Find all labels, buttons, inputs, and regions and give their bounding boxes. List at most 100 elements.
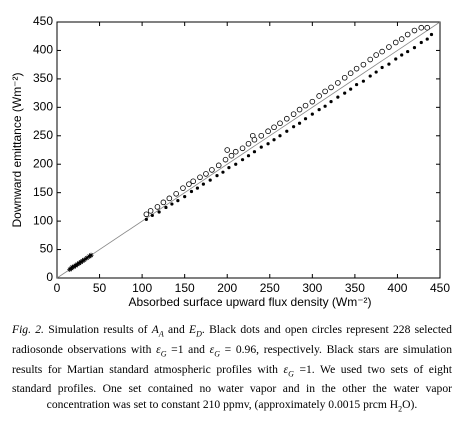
y-tick-label: 150 <box>33 185 53 199</box>
dot <box>394 57 398 61</box>
open-circle <box>245 140 252 147</box>
dot <box>157 210 161 214</box>
caption-text: G <box>214 349 220 359</box>
y-tick-label: 50 <box>40 242 54 256</box>
caption: Fig. 2. Simulation results of AA and ED.… <box>12 322 452 417</box>
open-circle <box>143 211 150 218</box>
dot <box>400 53 404 57</box>
x-tick-label: 200 <box>217 281 237 295</box>
dot <box>429 32 434 37</box>
open-circle <box>386 44 392 50</box>
dot <box>195 186 200 190</box>
open-circle <box>404 31 411 38</box>
y-tick-label: 300 <box>33 100 53 114</box>
open-circle <box>283 115 290 122</box>
caption-text: and <box>163 323 190 336</box>
reference-line <box>56 21 441 279</box>
caption-text: =1 and <box>166 342 210 356</box>
open-circle <box>232 148 239 155</box>
x-tick-label: 250 <box>260 281 280 295</box>
x-tick-label: 0 <box>54 281 61 295</box>
open-circle <box>296 106 303 113</box>
dot <box>176 199 180 203</box>
open-circle <box>166 195 173 202</box>
dot <box>354 82 359 87</box>
dot <box>425 37 429 41</box>
dot <box>329 100 333 104</box>
open-circle <box>353 65 360 72</box>
open-circle <box>309 98 316 105</box>
open-circle <box>367 56 374 63</box>
dot <box>278 134 282 138</box>
x-axis-title: Absorbed surface upward flux density (Wm… <box>128 295 371 309</box>
dot <box>221 170 225 174</box>
caption-text: ε <box>156 342 161 356</box>
dot <box>317 108 321 112</box>
y-tick-label: 200 <box>33 156 53 170</box>
x-tick-label: 150 <box>175 281 195 295</box>
caption-text: G <box>160 349 167 359</box>
open-circle <box>228 152 235 159</box>
open-circle <box>418 24 425 31</box>
open-circle <box>290 111 297 117</box>
caption-text: ε <box>209 342 215 356</box>
dot <box>164 205 168 210</box>
caption-text: = 0.96, respectively. Black stars are si… <box>12 342 452 376</box>
open-circle <box>190 178 196 185</box>
dot <box>144 217 148 222</box>
dot <box>310 112 314 116</box>
caption-text: . Black dots and open circles represent … <box>12 323 452 356</box>
dot <box>266 142 270 146</box>
dot <box>170 202 174 206</box>
open-circle <box>322 88 328 95</box>
caption-text: 2 <box>398 404 403 414</box>
open-circle <box>347 70 354 76</box>
open-circle <box>209 167 215 173</box>
dot <box>240 158 245 162</box>
dot <box>227 166 231 170</box>
open-circle <box>411 27 418 34</box>
dot <box>215 174 219 178</box>
dot <box>272 138 276 142</box>
star <box>81 257 87 263</box>
x-tick-label: 100 <box>132 281 152 295</box>
caption-text: A <box>151 323 159 336</box>
open-circle <box>180 185 186 191</box>
dot <box>374 70 378 74</box>
dot <box>292 125 296 129</box>
open-circle <box>215 162 222 169</box>
y-tick-label: 100 <box>33 213 53 227</box>
y-tick-label: 350 <box>33 71 53 85</box>
open-circle <box>373 52 379 58</box>
caption-text: G <box>288 368 294 378</box>
dot <box>208 178 212 182</box>
caption-text: O). <box>402 397 418 411</box>
open-circle <box>239 145 246 152</box>
open-circle <box>328 84 334 91</box>
y-tick-label: 400 <box>33 43 53 57</box>
caption-text: Simulation results of <box>43 323 152 336</box>
x-tick-label: 300 <box>302 281 322 295</box>
open-circle <box>147 208 154 214</box>
y-tick-label: 450 <box>33 14 53 28</box>
dot <box>368 74 372 78</box>
dot <box>303 117 308 121</box>
dot <box>406 49 410 54</box>
open-circle <box>341 74 348 81</box>
star <box>84 255 90 261</box>
dot <box>412 46 417 50</box>
open-circle <box>316 93 322 99</box>
open-circle <box>258 132 265 139</box>
dot <box>234 162 238 166</box>
dot <box>183 195 187 199</box>
open-circle <box>277 120 283 127</box>
open-circle <box>197 174 203 181</box>
open-circle <box>160 199 167 206</box>
dot <box>380 65 384 70</box>
dot <box>201 182 205 186</box>
star <box>69 264 75 270</box>
chart: Absorbed surface upward flux density (Wm… <box>10 14 450 309</box>
x-tick-label: 400 <box>387 281 407 295</box>
caption-text: E <box>189 323 197 336</box>
open-circle <box>203 171 209 177</box>
